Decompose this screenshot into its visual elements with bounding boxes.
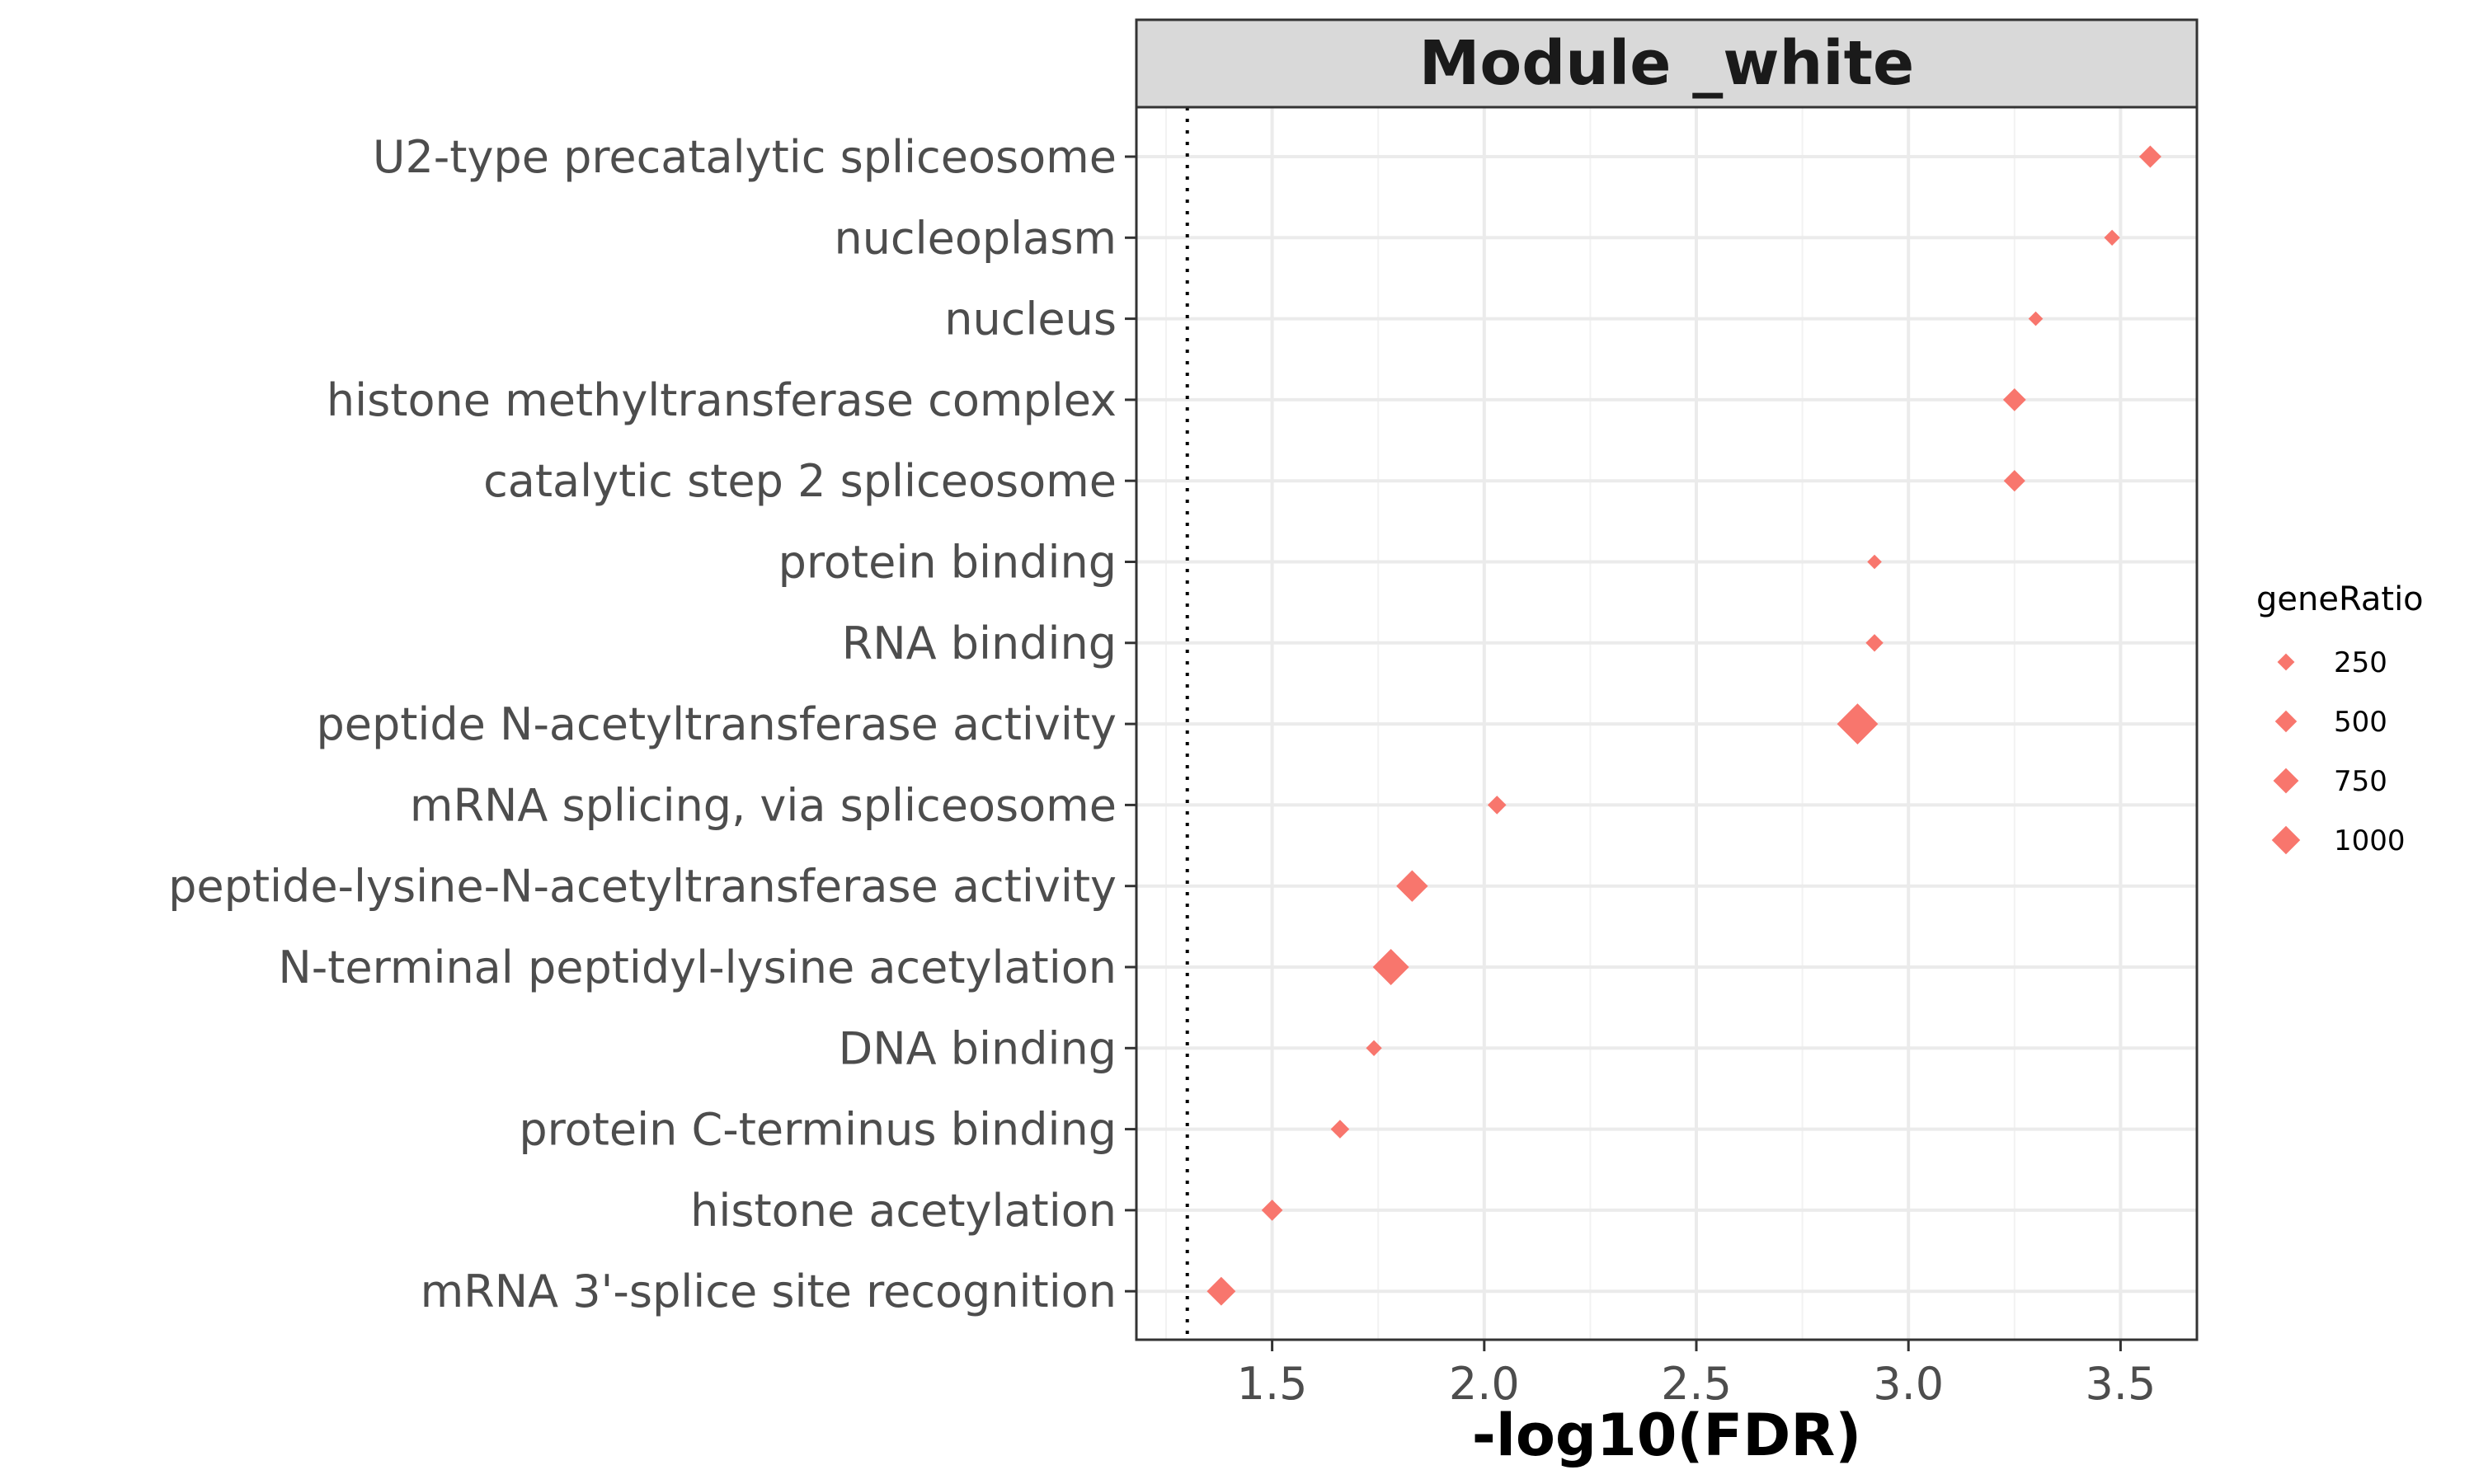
legend-key xyxy=(2273,768,2299,794)
data-point xyxy=(2003,470,2025,492)
y-tick-label: histone acetylation xyxy=(690,1185,1117,1237)
x-tick-label: 3.0 xyxy=(1873,1358,1944,1410)
x-tick-label: 1.5 xyxy=(1237,1358,1308,1410)
y-tick-label: N-terminal peptidyl-lysine acetylation xyxy=(278,942,1117,993)
y-tick-label: peptide-lysine-N-acetyltransferase activ… xyxy=(168,861,1117,913)
x-axis-title: -log10(FDR) xyxy=(1472,1402,1861,1469)
x-tick-label: 3.5 xyxy=(2085,1358,2156,1410)
facet-strip: Module _white xyxy=(1135,18,2199,109)
data-point xyxy=(2104,229,2120,246)
y-tick-label: U2-type precatalytic spliceosome xyxy=(373,131,1117,183)
y-tick-label: DNA binding xyxy=(839,1022,1117,1074)
legend-label: 500 xyxy=(2334,706,2387,739)
grid-lines xyxy=(1136,107,2197,1340)
data-point xyxy=(1865,634,1884,652)
legend-label: 250 xyxy=(2334,646,2387,679)
x-axis: 1.5 2.0 2.5 3.0 3.5 xyxy=(1237,1340,2156,1410)
y-tick-label: RNA binding xyxy=(842,618,1117,669)
legend-title: geneRatio xyxy=(2256,580,2424,618)
legend-key xyxy=(2277,653,2295,671)
x-tick-label: 2.5 xyxy=(1661,1358,1732,1410)
legend-key xyxy=(2274,710,2298,733)
y-tick-label: protein C-terminus binding xyxy=(519,1104,1117,1156)
y-tick-label: protein binding xyxy=(778,537,1117,589)
data-point xyxy=(1330,1120,1350,1139)
y-tick-label: nucleoplasm xyxy=(834,212,1117,264)
facet-strip-background xyxy=(1135,18,2199,109)
data-point xyxy=(1372,949,1409,985)
y-tick-label: histone methyltransferase complex xyxy=(327,374,1117,426)
data-point xyxy=(1396,870,1428,902)
y-axis-labels: U2-type precatalytic spliceosome nucleopl… xyxy=(168,131,1136,1317)
legend: geneRatio 250 500 750 1000 xyxy=(2256,580,2424,857)
data-point xyxy=(2002,388,2026,411)
data-point xyxy=(2138,145,2161,168)
data-point xyxy=(1261,1200,1283,1221)
x-tick-label: 2.0 xyxy=(1449,1358,1520,1410)
y-tick-label: mRNA splicing, via spliceosome xyxy=(410,779,1117,831)
data-point xyxy=(1867,554,1882,570)
chart-title: Module _white xyxy=(1419,28,1914,99)
data-point xyxy=(2028,311,2044,326)
legend-label: 750 xyxy=(2334,765,2387,798)
data-point xyxy=(1206,1276,1236,1306)
y-tick-label: catalytic step 2 spliceosome xyxy=(483,455,1117,507)
y-tick-label: mRNA 3'-splice site recognition xyxy=(421,1266,1117,1317)
data-point xyxy=(1837,703,1879,744)
legend-key xyxy=(2271,825,2301,855)
y-tick-label: peptide N-acetyltransferase activity xyxy=(316,698,1117,750)
data-point xyxy=(1487,796,1507,815)
y-tick-label: nucleus xyxy=(944,294,1117,345)
legend-label: 1000 xyxy=(2334,824,2406,857)
data-points xyxy=(1206,145,2161,1306)
data-point xyxy=(1366,1040,1382,1056)
